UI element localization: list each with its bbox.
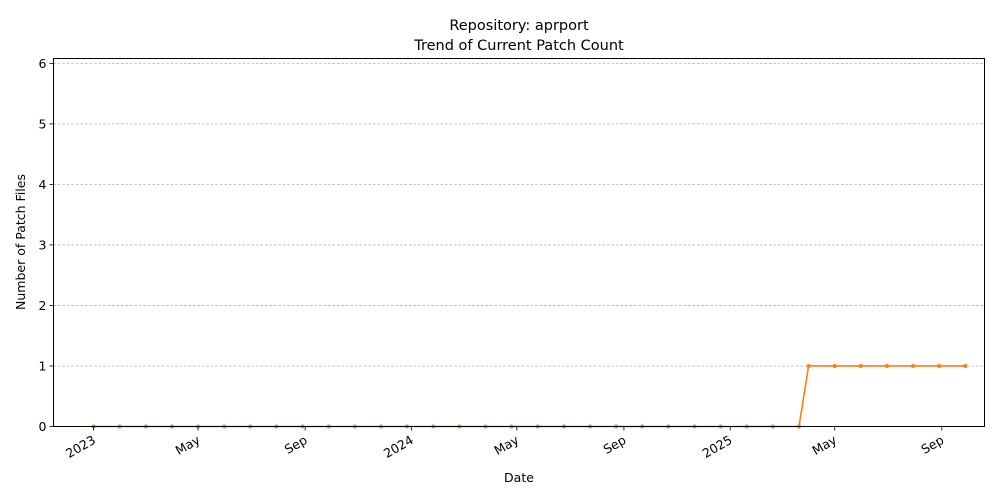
data-point bbox=[858, 363, 863, 368]
chart-title-line1: Repository: aprport bbox=[449, 18, 589, 34]
data-point bbox=[911, 363, 916, 368]
y-tick-label: 3 bbox=[39, 237, 47, 252]
y-tick-label: 2 bbox=[39, 298, 47, 313]
y-tick-label: 4 bbox=[39, 177, 47, 192]
grid-lines bbox=[53, 62, 985, 427]
x-axis-label: Date bbox=[504, 470, 534, 485]
data-point bbox=[884, 363, 889, 368]
y-axis-label: Number of Patch Files bbox=[13, 174, 28, 310]
y-tick-label: 6 bbox=[39, 56, 47, 71]
plot-frame bbox=[53, 58, 985, 427]
y-tick-label: 1 bbox=[39, 358, 47, 373]
y-tick-label: 0 bbox=[39, 419, 47, 434]
data-point bbox=[937, 363, 942, 368]
y-axis-ticks: 0 1 2 3 4 5 6 bbox=[39, 56, 54, 434]
data-point bbox=[832, 363, 837, 368]
data-point bbox=[963, 363, 968, 368]
y-tick-label: 5 bbox=[39, 116, 47, 131]
chart-title-line2: Trend of Current Patch Count bbox=[413, 38, 624, 54]
data-point bbox=[806, 363, 811, 368]
